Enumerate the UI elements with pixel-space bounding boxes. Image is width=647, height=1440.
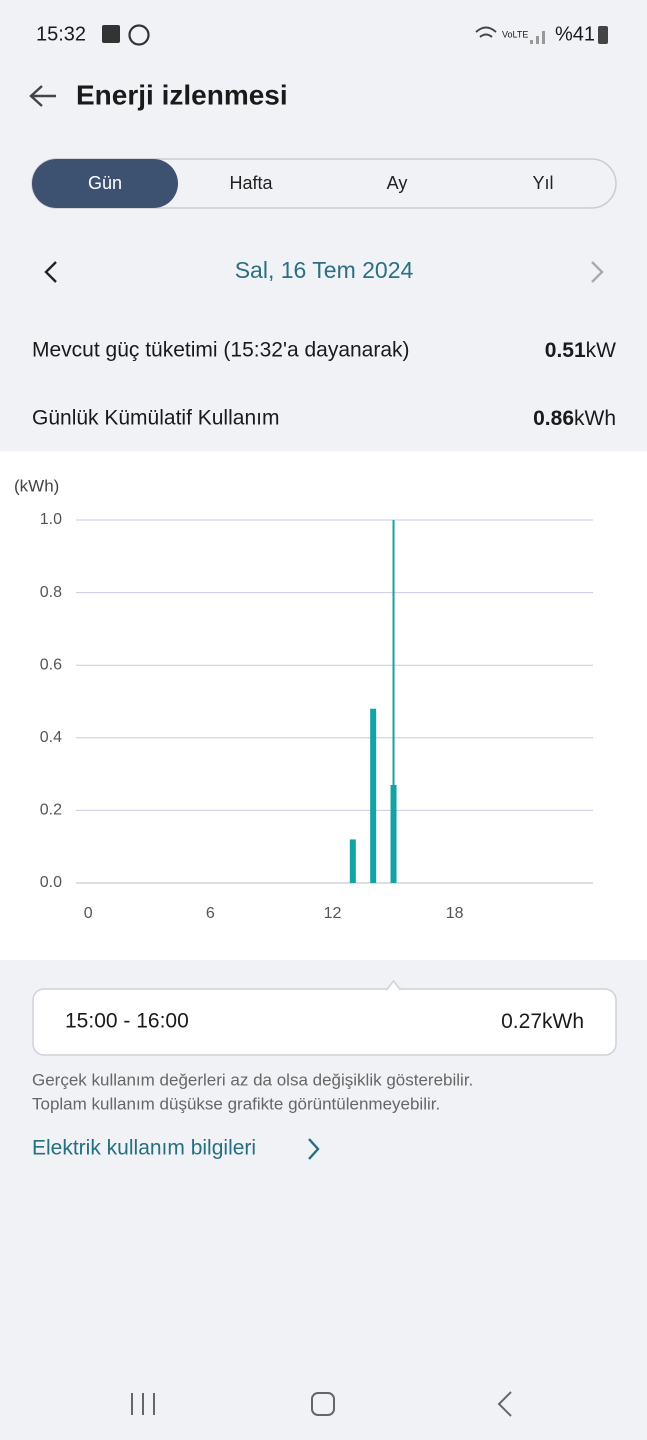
status-time: 15:32	[36, 23, 86, 45]
stat-unit: kWh	[574, 407, 616, 430]
stat-unit: kW	[586, 339, 617, 362]
tab-selected-bg	[32, 159, 178, 208]
battery-text: %41	[555, 23, 595, 45]
detail-notch	[385, 979, 402, 991]
prev-date[interactable]	[44, 261, 57, 283]
x-tick-label: 6	[206, 905, 215, 922]
bar	[390, 784, 397, 883]
y-tick-label: 0.0	[40, 874, 62, 891]
stat-label: Günlük Kümülatif Kullanım	[32, 407, 279, 430]
wifi-icon	[475, 26, 497, 38]
y-tick-label: 0.4	[40, 729, 62, 746]
tab[interactable]: Hafta	[229, 173, 273, 193]
y-tick-label: 0.6	[40, 656, 62, 673]
tab[interactable]: Yıl	[532, 173, 553, 193]
y-tick-label: 0.8	[40, 584, 62, 601]
battery-icon	[598, 26, 608, 44]
stat-value: 0.51kW	[545, 339, 616, 362]
tab[interactable]: Gün	[88, 173, 122, 193]
chart-panel	[0, 451, 647, 960]
detail-unit: kWh	[542, 1010, 584, 1033]
x-tick-label: 18	[446, 905, 464, 922]
y-tick-label: 1.0	[40, 511, 62, 528]
y-axis-label: (kWh)	[14, 476, 59, 495]
signal-icon	[530, 31, 545, 44]
bar	[349, 839, 356, 883]
note: Toplam kullanım düşükse grafikte görüntü…	[32, 1094, 440, 1113]
whatsapp-icon	[128, 24, 150, 46]
recents-button[interactable]	[131, 1393, 155, 1415]
tab[interactable]: Ay	[387, 173, 408, 193]
gallery-icon	[102, 25, 120, 43]
detail-number: 0.27	[501, 1010, 542, 1033]
date: Sal, 16 Tem 2024	[235, 257, 414, 283]
y-tick-label: 0.2	[40, 802, 62, 819]
home-button[interactable]	[311, 1392, 335, 1416]
stat-value: 0.86kWh	[533, 407, 616, 430]
link-chevron[interactable]	[308, 1138, 320, 1160]
detail-card	[32, 988, 617, 1056]
back-nav-button[interactable]	[497, 1391, 512, 1417]
stat-label: Mevcut güç tüketimi (15:32'a dayanarak)	[32, 339, 410, 362]
info-link[interactable]: Elektrik kullanım bilgileri	[32, 1137, 256, 1160]
detail-value: 0.27kWh	[501, 1010, 584, 1033]
page-title: Enerji izlenmesi	[76, 79, 288, 110]
stat-number: 0.86	[533, 407, 574, 430]
detail-range: 15:00 - 16:00	[65, 1010, 189, 1033]
bar	[370, 708, 377, 883]
next-date[interactable]	[591, 261, 604, 283]
x-tick-label: 12	[324, 905, 342, 922]
stat-number: 0.51	[545, 339, 586, 362]
back-button[interactable]	[29, 85, 56, 107]
x-tick-label: 0	[84, 905, 93, 922]
volte-icon: VoLTE	[502, 29, 528, 39]
note: Gerçek kullanım değerleri az da olsa değ…	[32, 1070, 473, 1089]
